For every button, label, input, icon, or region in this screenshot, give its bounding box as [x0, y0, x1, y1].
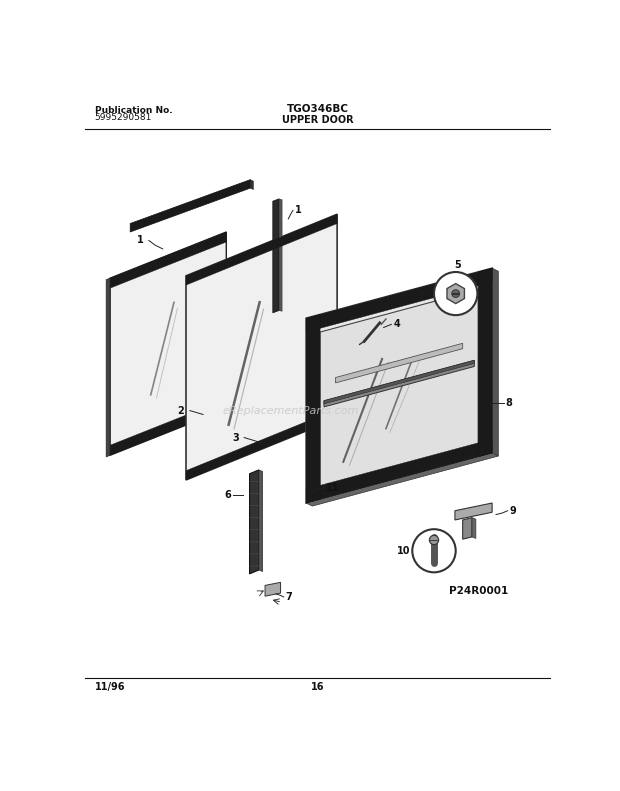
Polygon shape — [306, 439, 492, 503]
Polygon shape — [306, 268, 492, 503]
Polygon shape — [279, 199, 282, 312]
Polygon shape — [306, 453, 498, 506]
Polygon shape — [472, 517, 476, 539]
Polygon shape — [320, 290, 478, 489]
Text: 6: 6 — [224, 490, 231, 501]
Polygon shape — [273, 199, 279, 312]
Text: 10: 10 — [396, 546, 410, 556]
Polygon shape — [447, 283, 464, 304]
Polygon shape — [492, 268, 498, 456]
Polygon shape — [130, 180, 250, 232]
Polygon shape — [306, 315, 320, 503]
Text: Publication No.: Publication No. — [94, 106, 172, 115]
Polygon shape — [335, 343, 463, 383]
Polygon shape — [478, 268, 492, 456]
Circle shape — [434, 272, 477, 315]
Text: 16: 16 — [311, 682, 324, 691]
Polygon shape — [306, 268, 492, 332]
Circle shape — [412, 529, 456, 573]
Text: TGO346BC: TGO346BC — [286, 104, 348, 114]
Text: 1: 1 — [294, 206, 301, 215]
Text: 11: 11 — [326, 483, 339, 493]
Polygon shape — [186, 214, 337, 480]
Text: 5: 5 — [454, 260, 461, 271]
Polygon shape — [455, 503, 492, 520]
Text: 1: 1 — [136, 236, 143, 245]
Circle shape — [429, 536, 439, 544]
Polygon shape — [265, 582, 280, 596]
Polygon shape — [110, 232, 226, 288]
Polygon shape — [186, 409, 337, 480]
Text: 4: 4 — [394, 319, 401, 328]
Polygon shape — [249, 470, 259, 573]
Text: P24R0001: P24R0001 — [450, 586, 509, 596]
Text: eReplacementParts.com: eReplacementParts.com — [223, 406, 359, 415]
Polygon shape — [110, 399, 226, 456]
Text: 7: 7 — [285, 592, 292, 602]
Polygon shape — [324, 361, 474, 407]
Polygon shape — [463, 517, 472, 539]
Text: 2: 2 — [178, 406, 185, 415]
Polygon shape — [106, 278, 110, 457]
Polygon shape — [324, 361, 474, 404]
Circle shape — [452, 290, 459, 297]
Text: 5995290581: 5995290581 — [94, 113, 152, 123]
Polygon shape — [110, 232, 226, 456]
Text: 9: 9 — [509, 505, 516, 516]
Text: 11/96: 11/96 — [94, 682, 125, 691]
Polygon shape — [250, 180, 254, 190]
Text: UPPER DOOR: UPPER DOOR — [282, 115, 353, 125]
Polygon shape — [259, 470, 263, 572]
Text: 8: 8 — [505, 398, 512, 408]
Polygon shape — [186, 214, 337, 285]
Text: 3: 3 — [232, 433, 239, 443]
